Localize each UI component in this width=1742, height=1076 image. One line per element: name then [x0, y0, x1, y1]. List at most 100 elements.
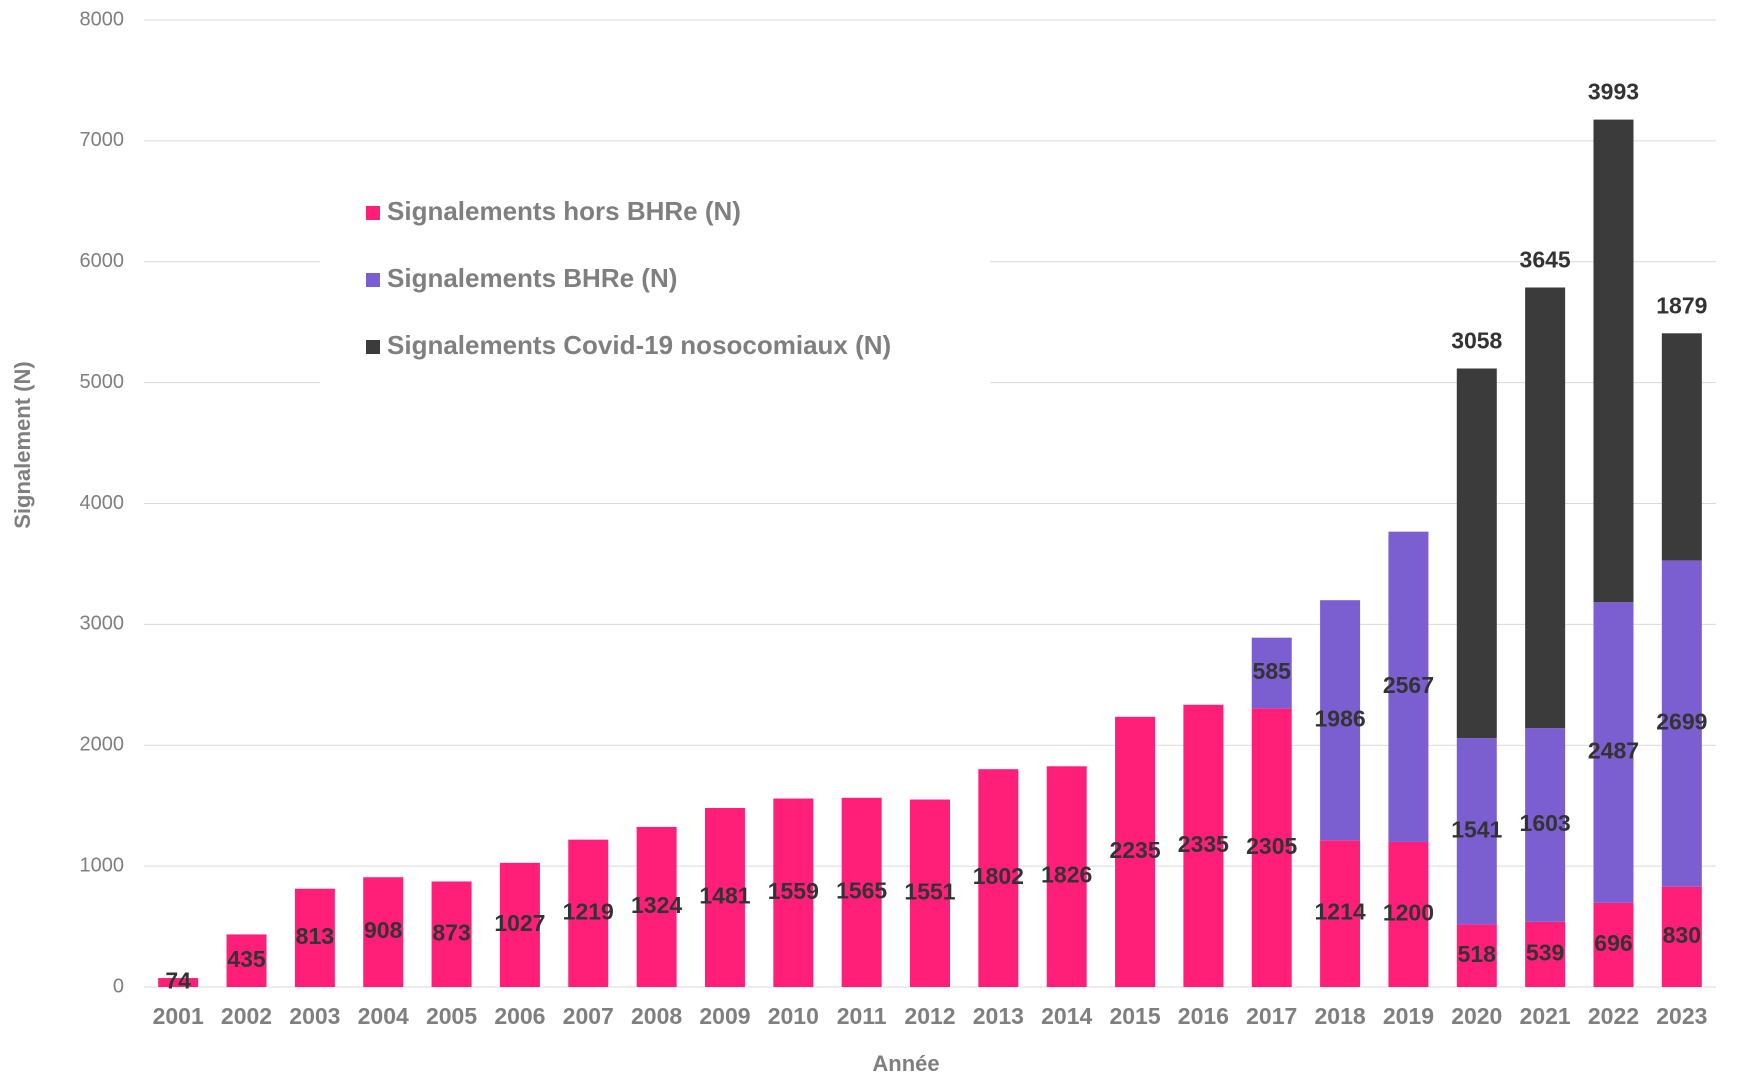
bar-segment [841, 797, 882, 987]
bar-segment [499, 862, 540, 987]
bar-segment [226, 934, 267, 987]
bar-segment [1456, 738, 1497, 925]
data-label: 873 [432, 919, 470, 945]
data-label: 435 [227, 946, 266, 972]
x-tick-label: 2017 [1246, 1003, 1297, 1029]
x-tick-label: 2011 [837, 1003, 887, 1029]
data-label: 2305 [1246, 833, 1297, 859]
bar-segment [1593, 602, 1634, 903]
data-label: 2567 [1383, 672, 1434, 698]
data-label: 74 [165, 968, 191, 994]
bar-segment [1661, 886, 1702, 987]
y-tick-label: 3000 [80, 613, 125, 635]
data-label: 585 [1253, 658, 1292, 684]
bar-segment [1661, 333, 1702, 561]
bar-segment [1183, 704, 1224, 987]
data-label: 1200 [1383, 900, 1434, 926]
x-tick-label: 2001 [153, 1003, 204, 1029]
data-label: 518 [1458, 941, 1497, 967]
data-label: 2487 [1588, 738, 1639, 764]
data-label: 1986 [1315, 705, 1366, 731]
bar-segment [1251, 708, 1292, 987]
legend-label: Signalements BHRe (N) [387, 263, 677, 293]
bar-segment [978, 769, 1019, 987]
x-tick-label: 2003 [289, 1003, 340, 1029]
y-tick-label: 8000 [80, 8, 125, 30]
data-label: 1481 [699, 883, 750, 909]
data-label: 1324 [631, 892, 682, 918]
x-tick-label: 2012 [904, 1003, 955, 1029]
x-tick-label: 2023 [1656, 1003, 1707, 1029]
bar-segment [1661, 560, 1702, 887]
data-label: 1541 [1451, 816, 1502, 842]
bar-segment [636, 826, 677, 987]
legend-swatch [366, 340, 380, 354]
y-tick-label: 5000 [80, 371, 125, 393]
data-label: 908 [364, 917, 403, 943]
data-label: 3058 [1451, 328, 1502, 354]
bar-segment [1046, 766, 1087, 987]
x-tick-label: 2018 [1315, 1003, 1366, 1029]
bar-segment [1320, 600, 1361, 841]
data-label: 1027 [494, 910, 545, 936]
data-label: 1565 [836, 877, 887, 903]
x-tick-label: 2008 [631, 1003, 682, 1029]
y-tick-label: 1000 [80, 854, 125, 876]
legend-swatch [366, 206, 380, 220]
data-label: 830 [1663, 922, 1701, 948]
data-label: 1826 [1041, 862, 1092, 888]
x-axis-title: Année [872, 1051, 939, 1076]
data-label: 2699 [1656, 709, 1707, 735]
bar-segment [910, 799, 950, 987]
x-tick-label: 2013 [973, 1003, 1024, 1029]
x-tick-label: 2010 [768, 1003, 819, 1029]
bar-segment [1251, 637, 1292, 709]
x-tick-label: 2006 [494, 1003, 545, 1029]
data-label: 1551 [904, 878, 955, 904]
x-tick-label: 2015 [1109, 1003, 1160, 1029]
data-label: 3645 [1520, 247, 1571, 273]
legend-swatch [366, 273, 380, 287]
x-tick-label: 2020 [1451, 1003, 1502, 1029]
data-label: 2235 [1109, 837, 1160, 863]
bar-segment [568, 839, 609, 987]
bar-segment [1456, 368, 1497, 739]
bar-segment [1115, 716, 1156, 987]
bar-segment [1525, 728, 1566, 922]
bar-segment [158, 978, 199, 987]
data-label: 696 [1594, 930, 1632, 956]
bar-segment [431, 881, 472, 987]
y-tick-label: 0 [113, 975, 124, 997]
data-label: 1802 [973, 863, 1024, 889]
y-axis-title: Signalement (N) [10, 361, 35, 528]
data-label: 1559 [768, 878, 819, 904]
data-label: 1219 [563, 898, 614, 924]
bar-segment [1320, 840, 1361, 987]
legend-label: Signalements Covid-19 nosocomiaux (N) [387, 330, 891, 360]
bar-segment [363, 877, 404, 987]
bar-segment [1388, 531, 1429, 842]
bar-segment [294, 888, 335, 987]
y-tick-label: 6000 [80, 250, 125, 272]
legend-label: Signalements hors BHRe (N) [387, 196, 741, 226]
x-tick-label: 2009 [699, 1003, 750, 1029]
x-tick-label: 2016 [1178, 1003, 1229, 1029]
x-tick-label: 2002 [221, 1003, 272, 1029]
x-tick-label: 2014 [1041, 1003, 1092, 1029]
data-label: 1879 [1656, 292, 1707, 318]
data-label: 1214 [1315, 899, 1366, 925]
bar-segment [1525, 921, 1566, 987]
bar-segment [1388, 841, 1429, 987]
x-tick-label: 2021 [1520, 1003, 1571, 1029]
x-tick-label: 2004 [358, 1003, 409, 1029]
y-tick-label: 7000 [80, 129, 125, 151]
x-tick-label: 2007 [563, 1003, 614, 1029]
bar-segment [704, 807, 745, 987]
y-tick-label: 4000 [80, 492, 125, 514]
x-tick-label: 2022 [1588, 1003, 1639, 1029]
legend-background [320, 256, 990, 384]
data-label: 2335 [1178, 831, 1229, 857]
x-tick-label: 2005 [426, 1003, 477, 1029]
bar-segment [1593, 902, 1634, 987]
